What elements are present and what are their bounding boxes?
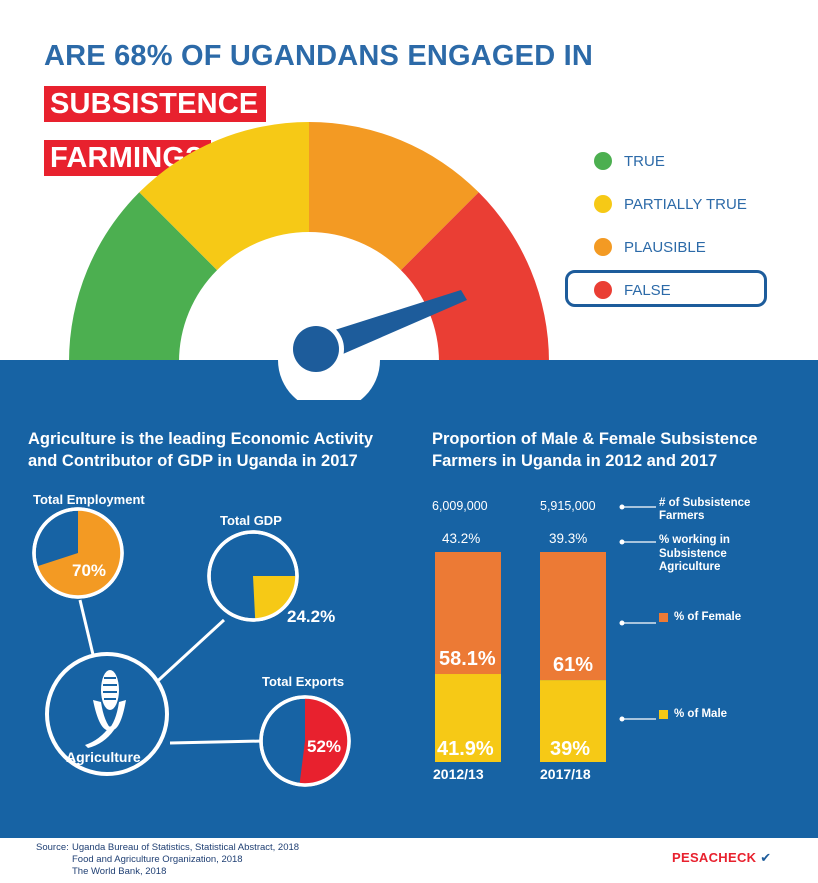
- legend-female: % of Female: [674, 611, 742, 623]
- gauge-hub: [278, 321, 380, 400]
- connector-employment: [78, 599, 97, 664]
- gauge-segment-plausible: [309, 122, 479, 271]
- pie-value-employment: 70%: [72, 561, 107, 580]
- gauge-segment-true: [69, 192, 218, 362]
- pie-value-gdp: 24.2%: [287, 607, 336, 626]
- source-line: Uganda Bureau of Statistics, Statistical…: [72, 842, 300, 853]
- legend-pct-line3: Agriculture: [659, 561, 721, 573]
- source-label: Source:: [36, 842, 69, 853]
- bar-label-female-2012: 58.1%: [439, 648, 496, 670]
- agriculture-hub: [45, 652, 169, 776]
- pie-employment-rim: [32, 507, 124, 599]
- bar-female-2012: [435, 552, 501, 675]
- legend-farmers-line1: # of Subsistence: [659, 497, 751, 509]
- pct-working-2017: 39.3%: [549, 531, 588, 546]
- left-panel-title: Agriculture is the leading Economic Acti…: [28, 428, 373, 472]
- yellow-dot-icon: [594, 195, 612, 213]
- title-part1: ARE 68% OF UGANDANS ENGAGED IN: [44, 40, 594, 72]
- gauge-segment-false: [400, 192, 549, 362]
- pie-title-gdp: Total GDP: [220, 513, 282, 528]
- pie-exports-rim: [259, 695, 351, 787]
- connector-exports: [169, 739, 264, 745]
- check-icon: ✔: [756, 850, 772, 865]
- source-note: Source: Uganda Bureau of Statistics, Stat…: [36, 842, 299, 878]
- bar-female-2017: [540, 552, 606, 681]
- gauge-segment-partially-true: [139, 122, 309, 271]
- pie-exports-slice: [299, 697, 349, 786]
- logo-text-1: PESA: [672, 850, 709, 865]
- bar-label-female-2017: 61%: [553, 654, 594, 676]
- right-panel-title: Proportion of Male & Female Subsistence …: [432, 428, 757, 472]
- orange-dot-icon: [594, 238, 612, 256]
- needle-pivot: [293, 326, 339, 372]
- legend-pct-line2: Subsistence: [659, 547, 727, 560]
- title-highlight-1: SUBSISTENCE: [44, 86, 267, 122]
- category-2012: 2012/13: [433, 766, 484, 782]
- legend-pct-line1: % working in: [659, 534, 730, 546]
- verdict-legend-partially-true: PARTIALLY TRUE: [594, 190, 747, 218]
- green-dot-icon: [594, 152, 612, 170]
- farmers-2017: 5,915,000: [540, 499, 596, 513]
- verdict-legend-true: TRUE: [594, 147, 665, 175]
- pie-title-employment: Total Employment: [33, 492, 145, 507]
- pct-working-2012: 43.2%: [442, 531, 481, 546]
- pie-value-exports: 52%: [307, 737, 342, 756]
- right-title-line2: Farmers in Uganda in 2012 and 2017: [432, 452, 718, 470]
- bar-label-male-2012: 41.9%: [437, 738, 494, 760]
- legend-farmers: # of Subsistence Farmers: [659, 497, 750, 523]
- bar-male-2017: [540, 680, 606, 762]
- source-line: The World Bank, 2018: [72, 866, 167, 877]
- left-title-line1: Agriculture is the leading Economic Acti…: [28, 430, 374, 448]
- pie-title-exports: Total Exports: [262, 674, 345, 689]
- connector-gdp: [148, 618, 226, 690]
- legend-farmers-line2: Farmers: [659, 510, 705, 522]
- verdict-gauge: [69, 122, 549, 362]
- pie-gdp-slice: [253, 576, 297, 620]
- farmers-2012: 6,009,000: [432, 499, 488, 513]
- pesacheck-logo: PESACHECK ✔: [672, 850, 771, 866]
- right-title-line1: Proportion of Male & Female Subsistence: [432, 430, 758, 448]
- verdict-label: PLAUSIBLE: [624, 238, 706, 256]
- bar-label-male-2017: 39%: [550, 738, 591, 760]
- bar-male-2012: [435, 674, 501, 762]
- pie-employment-slice: [36, 509, 122, 597]
- female-swatch: [659, 613, 668, 622]
- page-title: ARE 68% OF UGANDANS ENGAGED IN SUBSISTEN…: [44, 32, 804, 182]
- source-line: Food and Agriculture Organization, 2018: [72, 854, 243, 865]
- verdict-label: FALSE: [624, 281, 671, 299]
- verdict-label: TRUE: [624, 152, 665, 170]
- red-dot-icon: [594, 281, 612, 299]
- verdict-legend-false: FALSE: [594, 276, 671, 304]
- category-2017: 2017/18: [540, 766, 591, 782]
- legend-pct-working: % working in Subsistence Agriculture: [659, 534, 730, 575]
- logo-text-2: CHECK: [708, 850, 757, 865]
- selected-verdict-frame: [565, 270, 767, 307]
- hub-label: Agriculture: [66, 749, 141, 765]
- verdict-legend-plausible: PLAUSIBLE: [594, 233, 706, 261]
- left-title-line2: and Contributor of GDP in Uganda in 2017: [28, 452, 358, 470]
- legend-male: % of Male: [674, 708, 728, 720]
- male-swatch: [659, 710, 668, 719]
- verdict-label: PARTIALLY TRUE: [624, 195, 747, 213]
- pie-gdp-rim: [207, 530, 299, 622]
